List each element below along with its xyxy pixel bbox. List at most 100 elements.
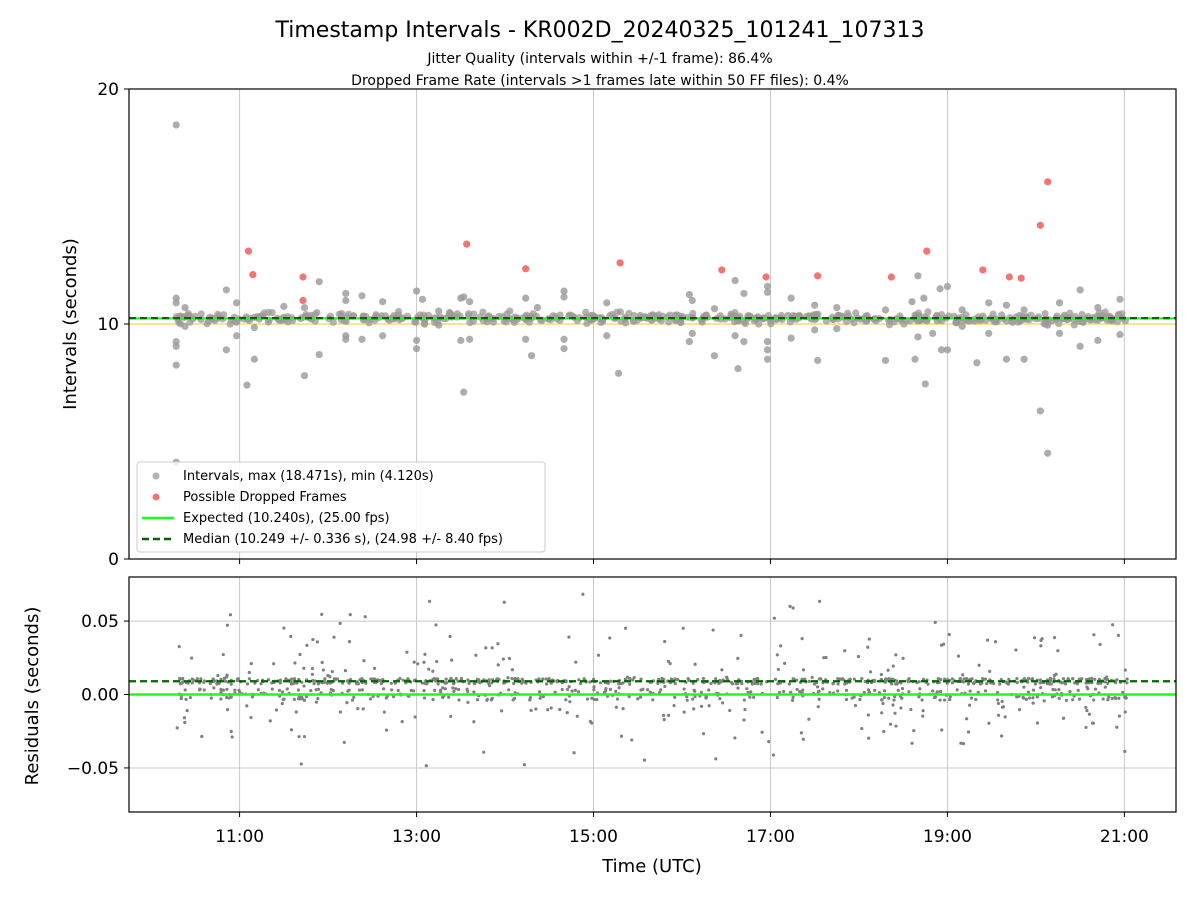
residual-point: [789, 690, 793, 694]
interval-point: [655, 311, 663, 319]
intervals-y-tick-label-2: 20: [97, 80, 119, 100]
intervals-legend: Intervals, max (18.471s), min (4.120s) P…: [136, 461, 546, 553]
residual-point: [444, 677, 448, 681]
residual-point: [772, 616, 777, 620]
residual-point: [332, 677, 337, 681]
residual-point: [628, 682, 632, 686]
residual-point: [981, 677, 985, 681]
residual-point: [1068, 689, 1072, 694]
residual-point: [753, 681, 757, 685]
residual-point: [574, 660, 578, 664]
residual-point: [217, 681, 221, 686]
residual-point: [230, 735, 234, 739]
residual-point: [472, 690, 476, 694]
residual-point: [350, 698, 355, 702]
residual-point: [297, 735, 301, 739]
residual-point: [968, 689, 972, 693]
residual-point: [1021, 695, 1025, 699]
residual-point: [1090, 721, 1095, 725]
residual-point: [541, 677, 545, 681]
interval-point: [222, 286, 230, 294]
residual-point: [309, 689, 313, 693]
interval-point: [489, 318, 498, 326]
residual-point: [1032, 636, 1037, 640]
dropped-frame-point: [814, 272, 822, 280]
interval-point: [243, 381, 251, 389]
interval-point: [710, 305, 719, 313]
residual-point: [223, 679, 228, 683]
residual-point: [431, 669, 435, 673]
residual-point: [436, 682, 440, 686]
residual-point: [721, 701, 725, 705]
legend-frame: [136, 461, 546, 553]
residual-point: [330, 670, 334, 674]
residual-point: [746, 690, 750, 695]
residual-point: [707, 688, 711, 692]
residual-point: [510, 668, 514, 672]
residual-point: [360, 688, 364, 692]
residual-point: [413, 715, 417, 719]
residual-point: [935, 690, 939, 694]
residual-point: [1039, 644, 1043, 648]
residual-point: [323, 677, 327, 681]
residual-point: [465, 687, 469, 691]
residual-point: [661, 713, 666, 717]
residual-point: [736, 656, 740, 661]
interval-point: [560, 293, 568, 301]
interval-point: [921, 380, 929, 388]
residual-point: [565, 687, 570, 692]
interval-point: [250, 355, 258, 363]
residual-point: [431, 697, 435, 702]
residual-point: [860, 676, 864, 681]
residual-point: [1017, 708, 1022, 712]
interval-point: [465, 310, 473, 318]
residual-point: [939, 677, 943, 682]
residual-point: [1035, 721, 1040, 725]
residual-point: [302, 666, 306, 670]
residual-point: [482, 750, 486, 754]
residual-point: [787, 682, 792, 686]
residual-point: [1110, 696, 1114, 701]
interval-point: [358, 335, 366, 343]
residual-point: [495, 677, 500, 681]
residual-point: [1123, 710, 1127, 714]
dropped-frame-point: [616, 259, 624, 267]
residual-point: [441, 686, 445, 690]
residual-point: [993, 640, 998, 644]
residual-point: [807, 717, 811, 721]
dropped-frame-point: [1036, 221, 1044, 229]
residual-point: [382, 710, 386, 714]
interval-point: [1044, 321, 1052, 329]
residual-point: [502, 600, 506, 604]
interval-point: [786, 318, 794, 326]
residual-point: [459, 676, 464, 681]
residual-point: [197, 688, 202, 692]
interval-point: [260, 309, 268, 317]
residual-point: [945, 681, 949, 685]
residual-point: [962, 677, 966, 681]
residual-point: [873, 688, 877, 693]
residual-point: [506, 676, 510, 680]
residual-point: [245, 682, 250, 686]
residual-point: [759, 682, 763, 686]
interval-point: [881, 306, 890, 314]
residual-point: [474, 653, 478, 657]
interval-point: [172, 338, 180, 346]
residual-point: [867, 637, 871, 641]
residual-point: [314, 700, 319, 704]
interval-point: [250, 323, 258, 332]
residual-point: [776, 667, 780, 671]
interval-point: [943, 346, 952, 354]
residual-point: [1052, 636, 1057, 640]
residual-point: [216, 674, 220, 678]
residual-point: [549, 706, 553, 710]
residual-point: [1077, 697, 1082, 701]
residual-point: [195, 677, 199, 681]
residual-point: [711, 628, 715, 632]
residual-point: [775, 653, 779, 657]
residual-point: [200, 734, 204, 739]
residual-point: [985, 638, 990, 642]
residual-point: [390, 688, 394, 692]
residual-point: [1103, 685, 1107, 689]
residual-point: [496, 642, 500, 646]
